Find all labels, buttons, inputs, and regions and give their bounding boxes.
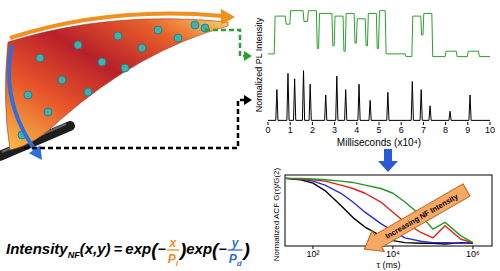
formula-minus: −: [218, 241, 226, 257]
formula-vars: (x,y): [80, 240, 111, 257]
formula-func: exp: [125, 240, 151, 257]
annotation-arrow: Increasing NF Intensity: [358, 180, 472, 260]
green-arrow-head: [244, 51, 252, 61]
chart-1: 0 1 2 3 4 5 6 7 8 9 10 Milliseconds (x10⁴): [265, 71, 495, 148]
emitter-dot: [154, 26, 162, 34]
emitter-dot: [84, 88, 92, 96]
y-axis-label: Normalized PL Intensity: [254, 17, 264, 112]
annotation-arrow-shape: [358, 180, 472, 260]
x-tick-label: 10⁴: [386, 249, 400, 259]
fraction-subscript: d: [237, 259, 243, 268]
emitter-dot: [98, 58, 106, 66]
emitter-dot: [24, 91, 32, 99]
x-tick-label: 2: [310, 125, 315, 135]
nanofiber: [0, 9, 235, 160]
x-tick-label: 10: [485, 125, 495, 135]
formula-paren: ): [178, 239, 186, 260]
black-arrow-head: [244, 95, 252, 105]
formula: IntensityNF(x,y)=exp(−xPl)exp(−yPd): [6, 236, 250, 268]
formula-func: exp: [186, 240, 212, 257]
black-dashed-arrow: [24, 100, 245, 148]
near-field-sheet: [5, 19, 228, 150]
length-arrow: [10, 14, 222, 38]
x-tick-label: 6: [399, 125, 404, 135]
length-arrow-head: [221, 9, 235, 25]
formula-minus: −: [157, 241, 165, 257]
annotation-text: Increasing NF Intensity: [384, 191, 461, 240]
x-tick-label: 8: [443, 125, 448, 135]
x-axis-label: Milliseconds (x10⁴): [337, 137, 421, 148]
x-tick-label: 5: [376, 125, 381, 135]
data-group: [268, 71, 490, 121]
x-tick-label: 3: [332, 125, 337, 135]
x-tick-label: 9: [465, 125, 470, 135]
emitter-dot: [138, 44, 146, 52]
x-tick-label: 10⁶: [466, 249, 480, 259]
series-line: [268, 71, 490, 121]
emitter-dot: [58, 76, 66, 84]
emitter-dot: [174, 34, 182, 42]
depth-arrow: [9, 45, 35, 150]
emitter-dot: [121, 64, 129, 72]
emitter-dot: [74, 41, 82, 49]
x-tick-label: 4: [354, 125, 359, 135]
x-axis-label: τ (ms): [376, 260, 400, 270]
emitter-dot: [191, 21, 199, 29]
formula-equals: =: [114, 240, 123, 257]
data-group: [268, 11, 490, 57]
emitter-dot: [44, 108, 52, 116]
series-line: [268, 11, 490, 57]
emitter-dot: [36, 54, 44, 62]
figure: IntensityNF(x,y)=exp(−xPl)exp(−yPd)Norma…: [0, 0, 500, 271]
formula-name: Intensity: [6, 240, 68, 257]
fraction-numerator: y: [231, 236, 240, 250]
y-axis-label: Normalized ACF G(τ)/G(2): [272, 167, 281, 261]
x-tick-label: 1: [288, 125, 293, 135]
chart-0: Normalized PL Intensity: [254, 11, 490, 113]
formula-paren: ): [242, 239, 250, 260]
fraction-bar: [228, 249, 243, 250]
fraction-subscript: l: [176, 259, 179, 268]
formula-subscript: NF: [68, 250, 80, 260]
fraction-numerator: x: [168, 236, 177, 250]
x-tick-label: 0: [265, 125, 270, 135]
x-tick-label: 7: [421, 125, 426, 135]
emitter-dot: [114, 32, 122, 40]
flow-arrow: [378, 149, 398, 172]
green-dashed-arrow: [205, 30, 245, 56]
x-tick-label: 10²: [306, 249, 319, 259]
chart-2: 10² 10⁴ 10⁶ τ (ms) Normalized ACF G(τ)/G(2) I…: [272, 167, 492, 270]
fraction-bar: [167, 249, 179, 250]
